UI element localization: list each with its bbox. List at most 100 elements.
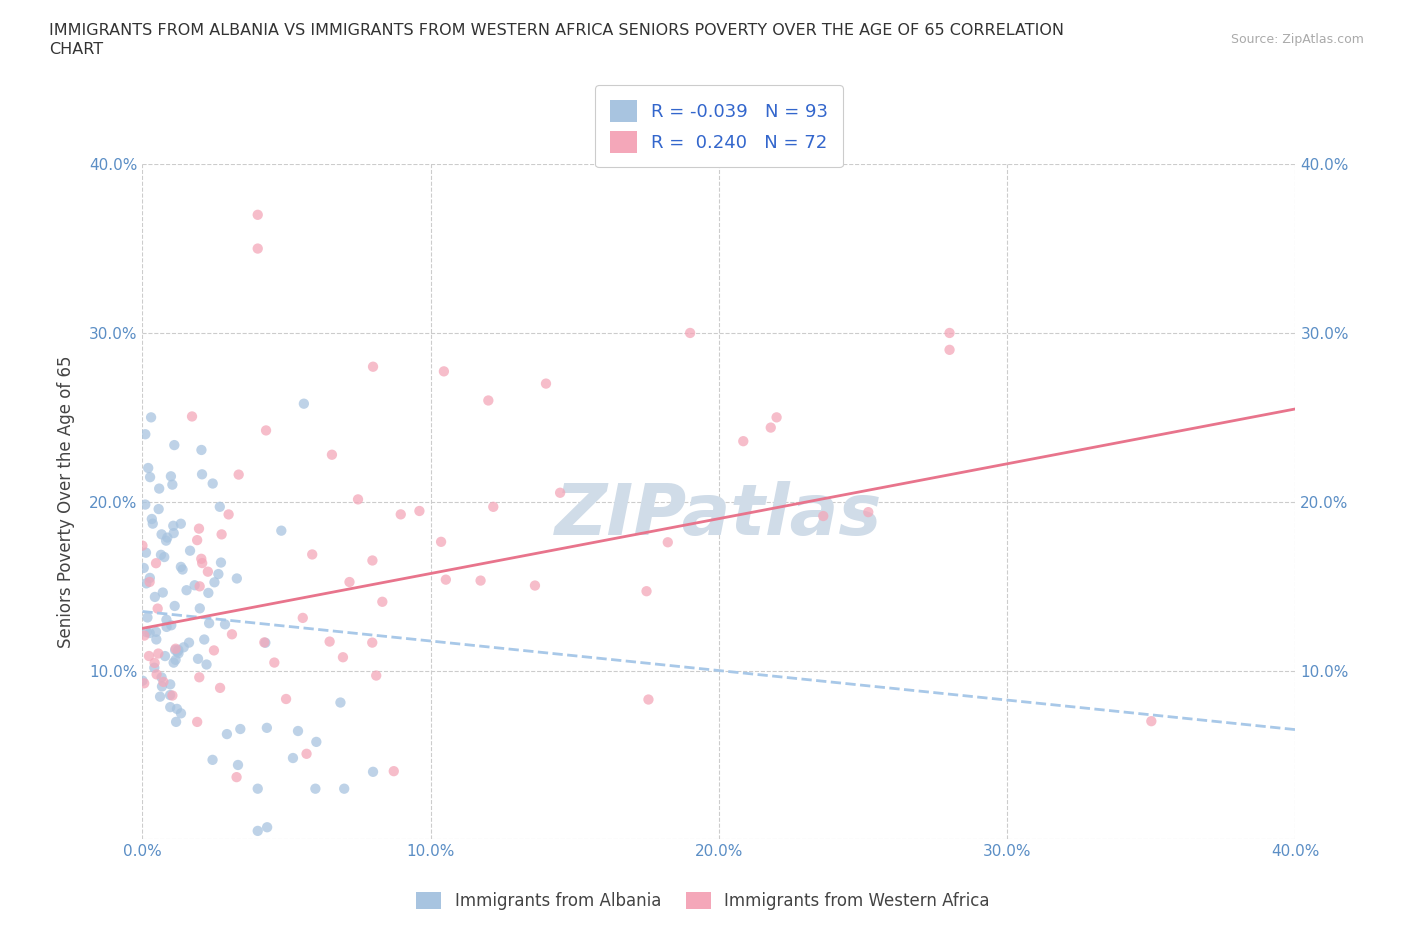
Point — [371, 594, 394, 609]
Point — [163, 656, 186, 671]
Point — [141, 512, 163, 526]
Point — [167, 646, 190, 661]
Point — [173, 640, 195, 655]
Point — [163, 525, 186, 540]
Point — [321, 447, 343, 462]
Point — [215, 726, 238, 741]
Point — [201, 476, 224, 491]
Point — [214, 617, 236, 631]
Point — [938, 342, 960, 357]
Point — [156, 530, 179, 545]
Point — [301, 547, 323, 562]
Point — [304, 781, 326, 796]
Text: ZIPatlas: ZIPatlas — [555, 481, 883, 550]
Point — [256, 820, 278, 835]
Point — [188, 521, 211, 536]
Point — [134, 676, 156, 691]
Point — [186, 533, 208, 548]
Point — [177, 635, 200, 650]
Point — [209, 681, 232, 696]
Point — [636, 584, 658, 599]
Point — [382, 764, 405, 778]
Point — [197, 565, 219, 579]
Point — [172, 562, 194, 577]
Point — [149, 689, 172, 704]
Point — [131, 538, 153, 553]
Point — [155, 533, 177, 548]
Point — [181, 409, 204, 424]
Point — [136, 460, 159, 475]
Text: Source: ZipAtlas.com: Source: ZipAtlas.com — [1230, 33, 1364, 46]
Point — [135, 625, 157, 640]
Point — [165, 642, 187, 657]
Point — [146, 601, 169, 616]
Point — [170, 706, 193, 721]
Point — [254, 635, 277, 650]
Point — [733, 433, 755, 448]
Point — [160, 618, 183, 632]
Point — [548, 485, 571, 500]
Point — [430, 535, 453, 550]
Point — [135, 576, 157, 591]
Point — [145, 624, 167, 639]
Point — [339, 575, 361, 590]
Point — [226, 758, 249, 773]
Point — [191, 555, 214, 570]
Y-axis label: Seniors Poverty Over the Age of 65: Seniors Poverty Over the Age of 65 — [58, 355, 75, 648]
Point — [347, 492, 370, 507]
Point — [765, 410, 787, 425]
Point — [329, 695, 352, 710]
Point — [167, 643, 190, 658]
Point — [197, 586, 219, 601]
Point — [152, 674, 174, 689]
Point — [145, 667, 167, 682]
Point — [211, 527, 233, 542]
Point — [170, 516, 193, 531]
Point — [160, 469, 183, 484]
Point — [263, 655, 285, 670]
Point — [938, 326, 960, 340]
Point — [190, 443, 212, 458]
Point — [361, 359, 384, 374]
Point — [433, 364, 456, 379]
Point — [679, 326, 702, 340]
Point — [208, 499, 231, 514]
Point — [145, 632, 167, 647]
Point — [136, 610, 159, 625]
Point — [159, 677, 181, 692]
Point — [166, 701, 188, 716]
Point — [188, 601, 211, 616]
Point — [150, 670, 173, 684]
Point — [657, 535, 679, 550]
Point — [389, 507, 412, 522]
Point — [470, 573, 492, 588]
Point — [131, 673, 153, 688]
Point — [190, 551, 212, 566]
Point — [291, 610, 314, 625]
Point — [281, 751, 304, 765]
Point — [165, 643, 187, 658]
Point — [254, 423, 277, 438]
Legend: R = -0.039   N = 93, R =  0.240   N = 72: R = -0.039 N = 93, R = 0.240 N = 72 — [595, 86, 842, 167]
Point — [195, 658, 218, 672]
Point — [366, 668, 388, 683]
Point — [143, 660, 166, 675]
Point — [332, 650, 354, 665]
Point — [138, 626, 160, 641]
Point — [305, 735, 328, 750]
Point — [477, 393, 499, 408]
Legend: Immigrants from Albania, Immigrants from Western Africa: Immigrants from Albania, Immigrants from… — [409, 885, 997, 917]
Point — [163, 438, 186, 453]
Point — [482, 499, 505, 514]
Point — [163, 599, 186, 614]
Point — [155, 619, 177, 634]
Point — [287, 724, 309, 738]
Point — [759, 420, 782, 435]
Point — [139, 570, 162, 585]
Point — [434, 572, 457, 587]
Point — [209, 555, 232, 570]
Point — [143, 590, 166, 604]
Point — [183, 578, 205, 592]
Point — [253, 635, 276, 650]
Point — [153, 550, 176, 565]
